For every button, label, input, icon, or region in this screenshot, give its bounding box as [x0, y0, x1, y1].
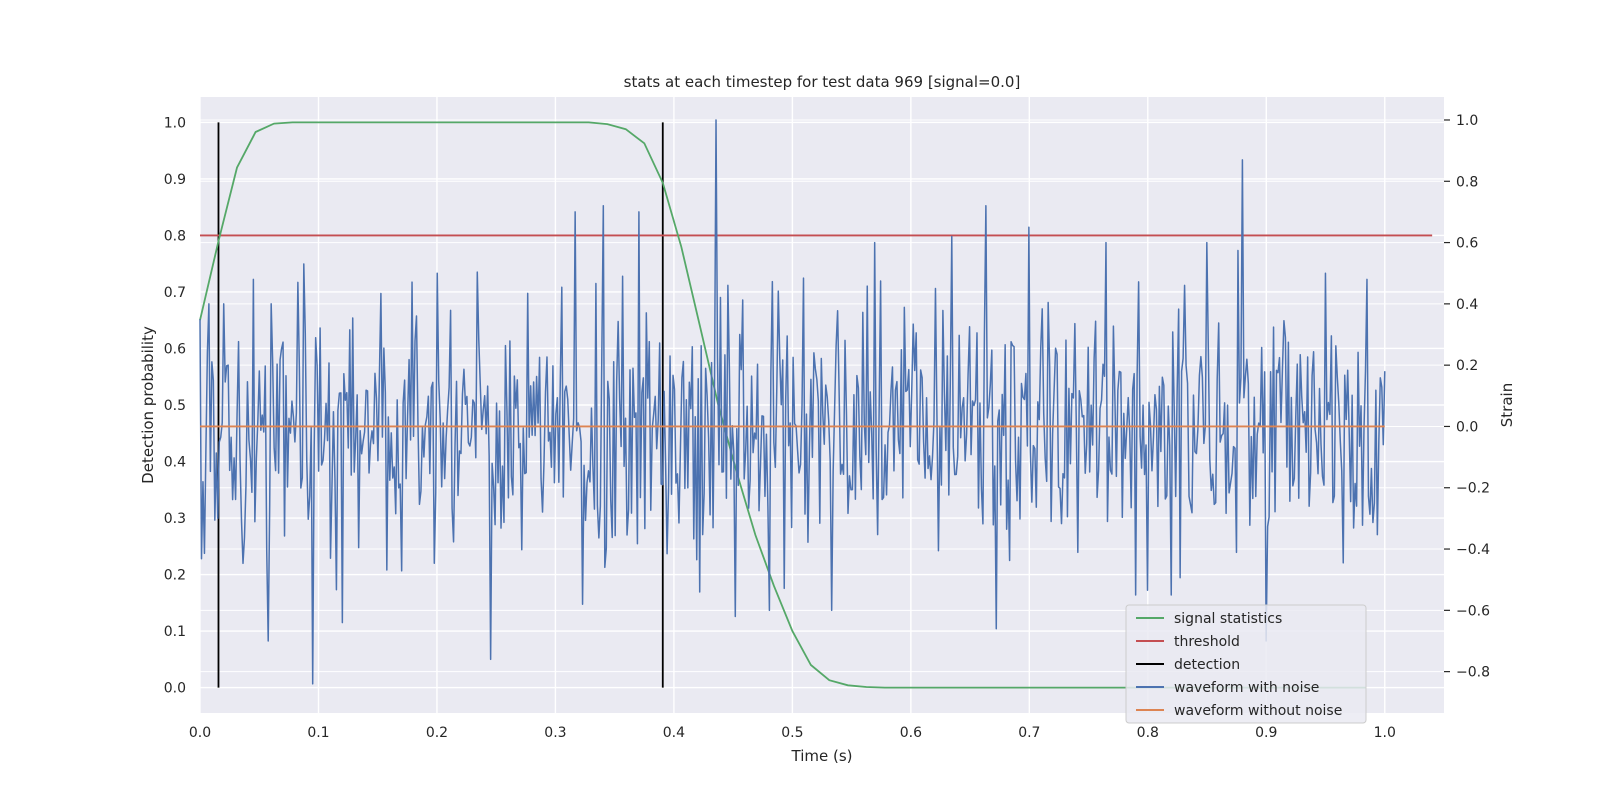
x-tick-label: 0.7	[1018, 725, 1040, 741]
y-tick-label: 1.0	[164, 115, 186, 131]
y2-tick-label: −0.8	[1456, 665, 1490, 681]
y-tick-label: 0.6	[164, 341, 186, 357]
y-tick-label: 0.8	[164, 228, 186, 244]
y-tick-label: 0.7	[164, 285, 186, 301]
x-tick-label: 0.9	[1255, 725, 1277, 741]
y-tick-label: 0.4	[164, 455, 186, 471]
legend: signal statistics threshold detection wavef…	[1125, 604, 1367, 724]
y2-tick-label: 0.6	[1456, 236, 1478, 252]
x-axis-label: Time (s)	[791, 747, 853, 765]
legend-label: signal statistics	[1174, 611, 1282, 627]
y2-tick-label: −0.4	[1456, 542, 1490, 558]
y2-tick-label: 0.2	[1456, 358, 1478, 374]
legend-box	[1125, 604, 1367, 724]
axes-layer: 0.0 0.1 0.2 0.3 0.4 0.5 0.6 0.7 0.8 0.9 1.0 0.0 0.1 0…	[164, 113, 1490, 741]
x-tick-label: 0.1	[307, 725, 329, 741]
chart-title: stats at each timestep for test data 969…	[624, 73, 1021, 91]
y-axis-label: Detection probability	[139, 326, 157, 484]
x-tick-label: 1.0	[1374, 725, 1396, 741]
y-tick-label: 0.5	[164, 398, 186, 414]
y2-tick-label: 1.0	[1456, 113, 1478, 129]
x-tick-label: 0.5	[781, 725, 803, 741]
x-tick-label: 0.4	[663, 725, 685, 741]
y-tick-label: 0.9	[164, 172, 186, 188]
y-tick-label: 0.0	[164, 681, 186, 697]
x-tick-label: 0.8	[1137, 725, 1159, 741]
x-tick-label: 0.6	[900, 725, 922, 741]
legend-label: waveform with noise	[1174, 680, 1319, 696]
legend-label: waveform without noise	[1174, 703, 1342, 719]
series-waveform-with-noise	[199, 119, 1386, 685]
legend-label: detection	[1174, 657, 1240, 673]
y2-tick-label: −0.6	[1456, 603, 1490, 619]
y-tick-label: 0.3	[164, 511, 186, 527]
y-tick-label: 0.1	[164, 624, 186, 640]
x-tick-label: 0.2	[426, 725, 448, 741]
y2-tick-label: 0.0	[1456, 419, 1478, 435]
series-layer	[199, 119, 1433, 689]
y2-tick-label: 0.8	[1456, 174, 1478, 190]
y-tick-label: 0.2	[164, 568, 186, 584]
legend-label: threshold	[1174, 634, 1240, 650]
y2-axis-label: Strain	[1498, 383, 1516, 427]
y2-tick-label: −0.2	[1456, 481, 1490, 497]
x-tick-label: 0.3	[544, 725, 566, 741]
x-tick-label: 0.0	[189, 725, 211, 741]
y2-tick-label: 0.4	[1456, 297, 1478, 313]
series-detection	[217, 122, 664, 688]
